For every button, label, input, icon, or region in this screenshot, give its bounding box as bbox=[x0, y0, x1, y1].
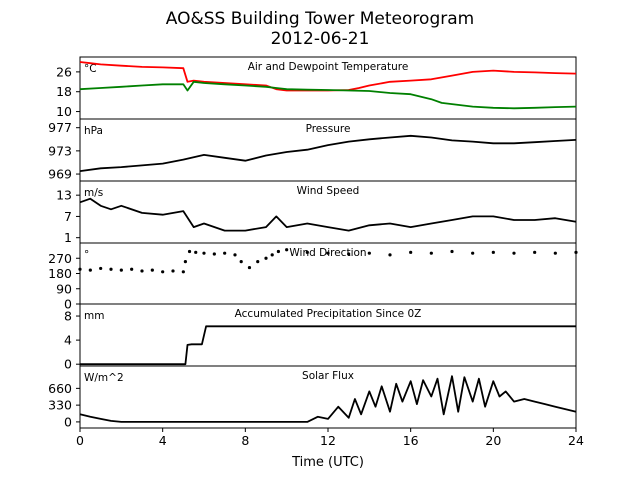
wind-direction-point bbox=[181, 270, 185, 274]
y-tick-label: 660 bbox=[48, 381, 72, 396]
wind-direction-point bbox=[491, 250, 495, 254]
panel-unit-label: m/s bbox=[84, 187, 103, 199]
y-tick-label: 969 bbox=[48, 167, 72, 182]
wind-direction-point bbox=[119, 268, 123, 272]
y-tick-label: 973 bbox=[48, 143, 72, 158]
wind-direction-point bbox=[150, 268, 154, 272]
wind-direction-point bbox=[130, 267, 134, 271]
wind-direction-point bbox=[140, 269, 144, 273]
figure-title-line1: AO&SS Building Tower Meteorogram bbox=[166, 9, 474, 29]
series-line-0-1 bbox=[79, 80, 577, 110]
wind-direction-point bbox=[471, 251, 475, 255]
wind-direction-point bbox=[409, 250, 413, 254]
y-tick-label: 18 bbox=[56, 84, 72, 99]
y-tick-label: 270 bbox=[48, 251, 72, 266]
y-tick-label: 180 bbox=[48, 266, 72, 281]
wind-direction-point bbox=[264, 256, 268, 260]
y-tick-label: 10 bbox=[56, 104, 72, 119]
wind-direction-point bbox=[99, 266, 103, 271]
wind-direction-point bbox=[512, 251, 516, 255]
y-tick-label: 977 bbox=[48, 120, 72, 135]
wind-direction-point bbox=[347, 252, 351, 256]
wind-direction-point bbox=[285, 248, 289, 252]
x-tick-label: 8 bbox=[241, 433, 249, 448]
series-line-0-0 bbox=[79, 61, 577, 92]
wind-direction-point bbox=[194, 250, 198, 254]
x-tick-label: 24 bbox=[568, 433, 584, 448]
wind-direction-point bbox=[247, 265, 252, 270]
panel-title: Air and Dewpoint Temperature bbox=[248, 61, 409, 73]
wind-direction-point bbox=[256, 260, 260, 264]
wind-direction-point bbox=[270, 253, 274, 257]
wind-direction-point bbox=[183, 260, 187, 264]
figure-title-line2: 2012-06-21 bbox=[271, 29, 370, 49]
wind-direction-point bbox=[161, 270, 165, 274]
wind-direction-point bbox=[187, 249, 192, 254]
wind-direction-point bbox=[212, 252, 216, 256]
panel-title: Wind Speed bbox=[297, 185, 360, 197]
y-tick-label: 4 bbox=[64, 333, 72, 348]
x-tick-label: 0 bbox=[76, 433, 84, 448]
y-tick-label: 13 bbox=[56, 188, 72, 203]
wind-direction-point bbox=[109, 267, 113, 271]
x-tick-label: 4 bbox=[159, 433, 167, 448]
y-tick-label: 26 bbox=[56, 64, 72, 79]
y-tick-label: 90 bbox=[56, 281, 72, 296]
wind-direction-point bbox=[305, 250, 309, 254]
y-tick-label: 0 bbox=[64, 357, 72, 372]
panel-unit-label: °C bbox=[84, 63, 97, 75]
series-line-4-0 bbox=[80, 325, 576, 366]
wind-direction-point bbox=[450, 249, 454, 254]
panel-title: Pressure bbox=[306, 123, 351, 135]
wind-direction-point bbox=[533, 250, 537, 254]
wind-direction-point bbox=[553, 251, 557, 255]
panel-unit-label: ° bbox=[84, 249, 89, 261]
wind-direction-point bbox=[233, 253, 237, 257]
wind-direction-point bbox=[88, 268, 92, 272]
wind-direction-point bbox=[78, 267, 82, 271]
series-line-2-0 bbox=[79, 197, 577, 232]
panel-title: Solar Flux bbox=[302, 370, 354, 382]
y-tick-label: 330 bbox=[48, 398, 72, 413]
wind-direction-point bbox=[239, 260, 243, 264]
wind-direction-point bbox=[276, 249, 280, 254]
x-tick-label: 20 bbox=[485, 433, 501, 448]
wind-direction-point bbox=[326, 251, 330, 255]
wind-direction-point bbox=[223, 251, 227, 255]
wind-direction-point bbox=[367, 251, 371, 255]
wind-direction-point bbox=[388, 253, 392, 257]
x-axis-label: Time (UTC) bbox=[291, 455, 364, 470]
y-tick-label: 1 bbox=[64, 230, 72, 245]
wind-direction-point bbox=[171, 269, 175, 273]
wind-direction-point bbox=[429, 251, 433, 255]
x-tick-label: 16 bbox=[403, 433, 419, 448]
y-tick-label: 7 bbox=[64, 209, 72, 224]
y-tick-label: 8 bbox=[64, 309, 72, 324]
y-tick-label: 0 bbox=[64, 414, 72, 429]
panel-unit-label: W/m^2 bbox=[84, 372, 124, 384]
panel-unit-label: hPa bbox=[84, 125, 103, 137]
x-tick-label: 12 bbox=[320, 433, 336, 448]
series-line-5-0 bbox=[79, 375, 577, 423]
panel-unit-label: mm bbox=[84, 310, 104, 322]
y-tick-label: 0 bbox=[64, 297, 72, 312]
wind-direction-point bbox=[574, 250, 578, 254]
panel-title: Accumulated Precipitation Since 0Z bbox=[235, 308, 422, 320]
wind-direction-point bbox=[202, 251, 206, 255]
series-line-1-0 bbox=[79, 134, 577, 172]
